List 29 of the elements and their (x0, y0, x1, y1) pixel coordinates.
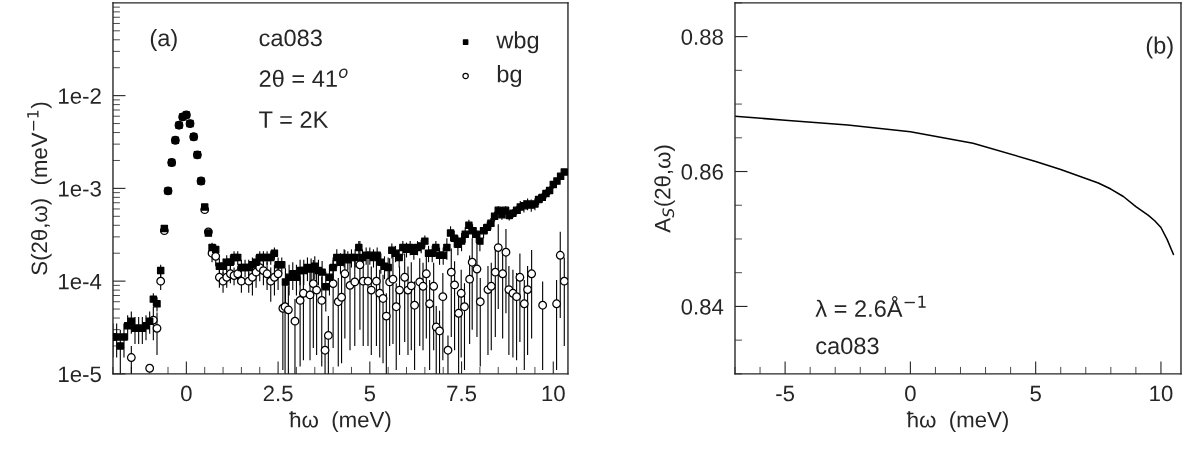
y-tick-label: 1e-2 (59, 88, 101, 104)
y-axis-title: S(2θ,ω) (meV$^{−1}$) (27, 102, 52, 275)
y-tick-label: 0.88 (681, 29, 723, 45)
legend-label: wbg (496, 31, 539, 54)
x-axis-title: ħω (meV) (906, 411, 1008, 432)
y-tick-label: 1e-4 (59, 273, 102, 290)
legend-label: bg (497, 65, 522, 88)
annotation: T = 2K (259, 111, 329, 128)
annotation: (a) (150, 28, 177, 51)
x-axis-title: ħω (meV) (289, 411, 391, 432)
y-tick-label: 1e-3 (59, 180, 101, 197)
annotation: ca083 (259, 29, 322, 47)
x-tick-label: -5 (776, 385, 795, 402)
x-tick-label: 5 (1030, 385, 1041, 402)
x-tick-label: 10 (1150, 385, 1173, 402)
y-axis-title: A$_{S}$(2θ,ω) (654, 145, 675, 233)
x-tick-label: 2.5 (263, 385, 293, 402)
annotation: (b) (1146, 36, 1173, 59)
x-tick-label: 10 (542, 385, 565, 402)
annotation: λ = 2.6Å$^{−1}$ (815, 295, 926, 317)
x-tick-label: 7.5 (447, 385, 477, 402)
annotation: ca083 (816, 337, 879, 355)
y-tick-label: 1e-5 (59, 366, 101, 383)
x-tick-label: 5 (364, 385, 376, 402)
x-tick-label: 0 (181, 385, 192, 402)
annotation: 2θ = 41$^{o}$ (259, 68, 348, 88)
x-tick-label: 0 (905, 385, 916, 402)
y-tick-label: 0.84 (681, 298, 724, 315)
y-tick-label: 0.86 (681, 164, 723, 180)
